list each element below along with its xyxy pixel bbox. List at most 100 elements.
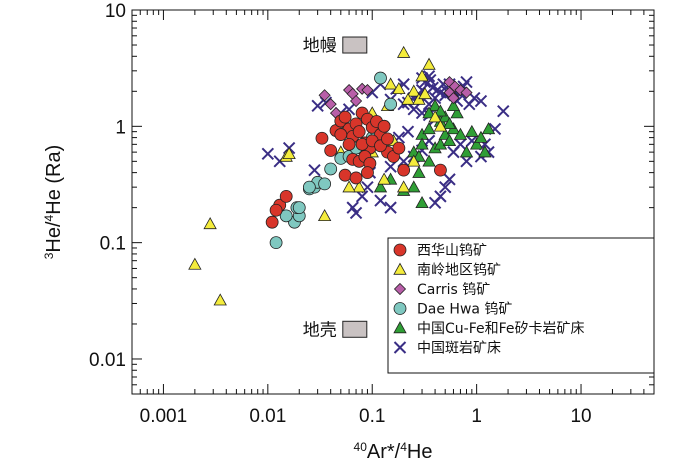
x-axis-title-sup: 40 <box>354 440 368 454</box>
data-point <box>442 117 457 130</box>
data-point <box>401 92 415 105</box>
data-point <box>442 134 457 147</box>
data-point <box>433 137 448 150</box>
data-point <box>279 189 293 203</box>
data-point <box>474 130 488 143</box>
data-point <box>384 160 397 173</box>
data-point <box>377 119 391 133</box>
data-point <box>392 141 406 155</box>
data-point <box>454 138 467 151</box>
data-point <box>422 106 436 119</box>
y-axis-title-end: He (Ra) <box>43 145 65 215</box>
data-point <box>474 94 488 108</box>
data-point <box>338 168 352 182</box>
legend-label: 西华山钨矿 <box>417 243 487 259</box>
legend-marker <box>393 341 407 354</box>
legend-label: Dae Hwa 钨矿 <box>417 302 512 318</box>
data-point <box>438 180 452 194</box>
x-tick-label: 10 <box>570 406 591 427</box>
data-point <box>308 163 321 177</box>
data-point <box>377 172 391 185</box>
data-point <box>355 190 369 203</box>
data-point <box>373 180 388 193</box>
y-axis-title: 3He/4He (Ra) <box>42 145 65 260</box>
data-point <box>361 83 374 97</box>
data-points <box>188 45 510 306</box>
x-tick-label: 0.01 <box>249 406 286 427</box>
data-point <box>407 103 420 116</box>
data-point <box>318 177 332 191</box>
data-point <box>401 125 415 138</box>
data-point <box>407 154 421 167</box>
data-point <box>384 97 398 111</box>
series-2 <box>318 76 473 120</box>
data-point <box>434 190 447 203</box>
data-point <box>422 57 436 70</box>
y-tick-label: 0.1 <box>100 234 126 255</box>
data-point <box>381 132 394 146</box>
legend-label: 南岭地区钨矿 <box>417 263 501 279</box>
data-point <box>269 236 283 250</box>
legend-box <box>387 237 655 374</box>
data-point <box>374 71 387 85</box>
data-point <box>282 147 296 160</box>
data-point <box>374 194 387 207</box>
data-point <box>447 91 460 105</box>
data-point <box>317 209 332 222</box>
data-point <box>497 104 510 118</box>
data-point <box>438 110 452 123</box>
data-point <box>279 209 293 223</box>
legend-marker <box>393 243 407 257</box>
annotation-box <box>342 320 368 338</box>
data-point <box>324 162 338 176</box>
data-point <box>315 131 329 145</box>
legend-label: Carris 钨矿 <box>417 282 490 298</box>
data-point <box>478 145 492 158</box>
data-point <box>292 201 306 215</box>
x-tick-label: 1 <box>471 406 482 427</box>
legend-label: 中国Cu-Fe和Fe矽卡岩矿床 <box>417 321 585 337</box>
data-point <box>265 215 279 229</box>
data-point <box>324 144 338 157</box>
data-point <box>392 82 406 95</box>
data-point <box>415 137 429 150</box>
data-point <box>412 165 426 178</box>
legend-label: 中国斑岩矿床 <box>417 341 501 357</box>
annotation-box <box>342 36 368 54</box>
data-point <box>397 163 411 177</box>
legend-marker <box>393 282 407 296</box>
x-tick-label: 0.001 <box>140 406 188 427</box>
data-point <box>460 75 473 89</box>
data-point <box>433 119 448 132</box>
x-axis-title-sup2: 4 <box>400 440 407 454</box>
data-point <box>269 203 283 217</box>
data-point <box>465 124 479 137</box>
data-point <box>443 173 456 186</box>
x-axis-title-main: Ar*/ <box>367 441 401 463</box>
data-point <box>422 154 436 167</box>
data-point <box>349 206 363 220</box>
y-axis-title-sup: 3 <box>42 252 56 259</box>
data-point <box>342 180 356 193</box>
x-tick-label: 0.1 <box>359 406 385 427</box>
data-point <box>415 195 429 209</box>
series-0 <box>265 106 447 229</box>
data-point <box>302 180 316 194</box>
y-axis-title-sup2: 4 <box>42 214 56 221</box>
x-axis-title: 40Ar*/4He <box>354 440 433 463</box>
annotation-label: 地幔 <box>303 36 337 56</box>
data-point <box>446 99 461 112</box>
data-point <box>418 87 432 100</box>
data-point <box>383 77 398 90</box>
data-point <box>469 137 484 150</box>
data-point <box>349 171 363 185</box>
data-point <box>349 94 363 108</box>
data-point <box>415 69 429 82</box>
data-point <box>352 125 366 139</box>
data-point <box>453 127 468 140</box>
legend-marker <box>393 302 407 315</box>
data-point <box>311 99 324 113</box>
y-tick-label: 1 <box>115 117 126 138</box>
